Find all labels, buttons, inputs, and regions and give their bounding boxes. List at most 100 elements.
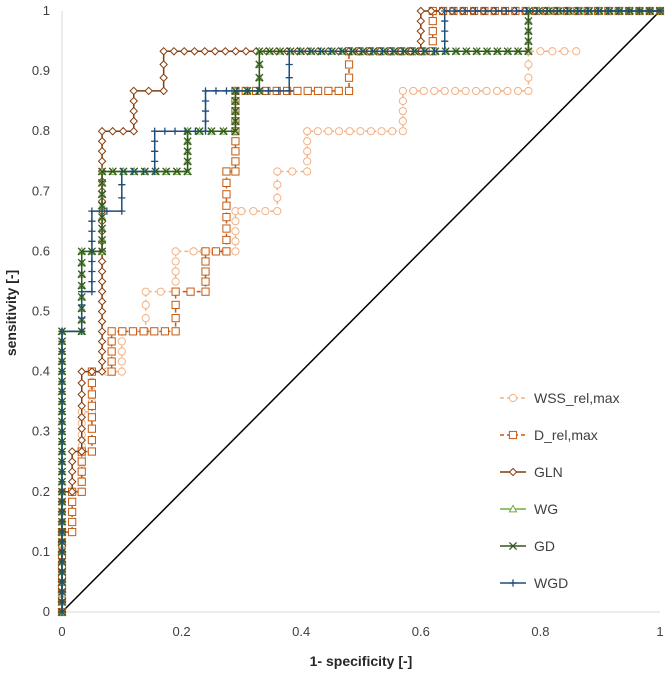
- series-point-gln: [190, 46, 199, 56]
- series-point-gln: [77, 412, 87, 422]
- series-point-d-rel-max: [107, 327, 116, 336]
- series-point-d-rel-max: [139, 327, 148, 336]
- series-point-gln: [129, 96, 139, 106]
- y-tick-label: 1: [43, 3, 50, 18]
- series-point-gd: [98, 247, 107, 256]
- x-axis-title: 1- specificity [-]: [310, 653, 413, 669]
- series-point-d-rel-max: [87, 447, 97, 456]
- plot-area: [57, 6, 665, 617]
- series-point-d-rel-max: [171, 314, 180, 323]
- series-point-wgd: [129, 167, 137, 176]
- series-point-gd: [231, 127, 240, 136]
- series-point-d-rel-max: [428, 37, 437, 46]
- series-point-gln: [67, 447, 77, 456]
- series-point-wgd: [58, 427, 66, 436]
- series-point-gln: [97, 367, 107, 376]
- series-point-wgd: [88, 227, 96, 235]
- series-point-d-rel-max: [160, 327, 170, 336]
- series-point-gd: [462, 47, 471, 56]
- series-point-wss-rel-max: [334, 127, 344, 136]
- series-point-d-rel-max: [344, 73, 354, 82]
- series-point-gln: [97, 146, 107, 156]
- series-point-wss-rel-max: [303, 157, 312, 166]
- series-point-gd: [77, 247, 86, 256]
- series-point-wgd: [58, 558, 66, 566]
- series-point-gd: [514, 47, 523, 56]
- series-point-wss-rel-max: [237, 207, 246, 216]
- series-point-wgd: [58, 588, 66, 596]
- series-point-gd: [265, 47, 274, 56]
- series-point-wgd: [181, 127, 189, 135]
- series-point-wgd: [58, 327, 66, 335]
- series-point-wgd: [285, 74, 293, 82]
- series-point-d-rel-max: [68, 527, 77, 537]
- series-point-gd: [503, 47, 512, 56]
- series-point-gd: [451, 47, 461, 56]
- series-point-d-rel-max: [222, 190, 231, 199]
- series-point-wgd: [285, 60, 293, 69]
- y-tick-label: 0.9: [32, 63, 50, 78]
- series-point-d-rel-max: [118, 327, 127, 336]
- series-point-wss-rel-max: [398, 117, 407, 126]
- series-point-gln: [159, 73, 168, 83]
- legend-marker-gln: [508, 467, 518, 477]
- series-point-wgd: [646, 7, 654, 15]
- series-point-wss-rel-max: [419, 86, 428, 96]
- series-point-wss-rel-max: [273, 207, 282, 216]
- series-point-wss-rel-max: [171, 277, 180, 286]
- series-point-wgd: [171, 127, 179, 135]
- legend: WSS_rel,max D_rel,max GLN WG GD WGD: [500, 390, 620, 591]
- series-point-wss-rel-max: [398, 96, 407, 106]
- series-point-wss-rel-max: [345, 127, 354, 136]
- series-point-wgd: [58, 458, 66, 466]
- x-tick-label: 0.4: [292, 624, 310, 639]
- series-point-gd: [255, 73, 264, 82]
- series-point-gd: [77, 270, 86, 279]
- series-point-wgd: [523, 7, 531, 15]
- series-point-wss-rel-max: [171, 267, 180, 276]
- series-point-gln: [97, 287, 107, 296]
- series-point-wss-rel-max: [398, 127, 407, 136]
- series-point-wgd: [441, 37, 449, 45]
- series-point-gln: [77, 401, 87, 411]
- series-point-gln: [129, 116, 139, 126]
- series-point-gd: [231, 107, 240, 116]
- series-point-gd: [524, 17, 533, 26]
- y-tick-label: 0.4: [32, 364, 50, 379]
- legend-label-d-rel-max: D_rel,max: [534, 427, 598, 443]
- series-point-wgd: [327, 47, 335, 55]
- series-point-d-rel-max: [231, 137, 240, 146]
- series-point-d-rel-max: [128, 327, 138, 336]
- series-point-d-rel-max: [68, 497, 77, 506]
- series-point-wss-rel-max: [141, 300, 150, 309]
- series-point-wss-rel-max: [377, 127, 386, 136]
- series-point-gln: [241, 46, 251, 56]
- series-point-wgd: [201, 87, 210, 95]
- series-point-wgd: [58, 538, 66, 546]
- series-point-gln: [200, 46, 210, 56]
- series-point-gd: [183, 147, 192, 156]
- series-point-wss-rel-max: [492, 86, 502, 96]
- series-point-d-rel-max: [344, 86, 354, 96]
- series-point-wgd: [88, 217, 96, 225]
- series-point-gln: [179, 46, 189, 56]
- series-point-wss-rel-max: [398, 86, 407, 96]
- series-point-gd: [108, 167, 117, 176]
- series-point-wss-rel-max: [572, 47, 581, 56]
- series-point-wgd: [461, 7, 469, 15]
- series-point-wgd: [243, 87, 251, 95]
- legend-item-gln: GLN: [500, 464, 563, 480]
- series-point-wgd: [533, 7, 541, 15]
- series-point-gd: [255, 60, 264, 69]
- series-point-d-rel-max: [107, 337, 116, 346]
- series-point-wgd: [471, 7, 480, 15]
- series-point-wgd: [58, 608, 66, 616]
- series-point-gln: [231, 46, 240, 56]
- series-point-wgd: [389, 47, 397, 55]
- series-point-gln: [67, 467, 77, 476]
- series-point-d-rel-max: [201, 287, 210, 296]
- series-point-wgd: [296, 47, 304, 55]
- legend-label-gln: GLN: [534, 464, 563, 480]
- series-point-wgd: [58, 518, 66, 526]
- series-point-wgd: [574, 7, 582, 15]
